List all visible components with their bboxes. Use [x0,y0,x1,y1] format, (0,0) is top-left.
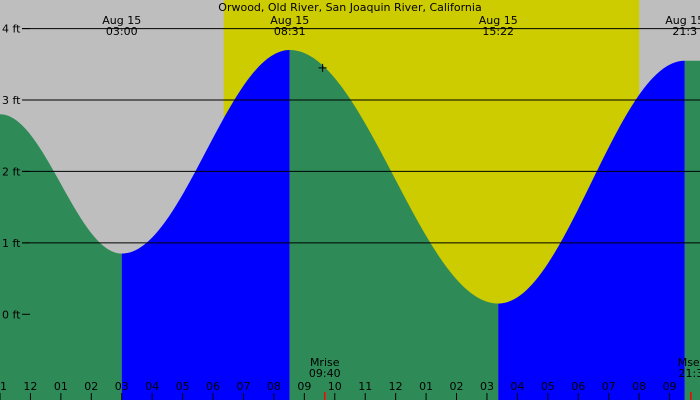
hour-tick-label: 10 [328,380,342,393]
hour-tick-label: 12 [389,380,403,393]
hour-tick-label: 07 [602,380,616,393]
hour-tick-label: 09 [663,380,677,393]
hour-tick-label: 11 [358,380,372,393]
current-time-marker [318,63,327,72]
moon-event-label: Mrise [310,356,340,369]
hour-tick-label: 01 [54,380,68,393]
hour-tick-label: 04 [510,380,524,393]
hour-tick-label: 06 [571,380,585,393]
falling-tide-area [0,114,122,400]
hour-tick-label: 09 [297,380,311,393]
hour-tick-label: 03 [480,380,494,393]
tide-event-date: Aug 15 [665,14,700,27]
hour-tick-label: 08 [632,380,646,393]
y-tick-label: 4 ft [2,23,21,36]
hour-tick-label: 02 [84,380,98,393]
y-tick-label: 0 ft [2,308,21,321]
hour-tick-label: 06 [206,380,220,393]
moon-event-label: Mset [678,356,700,369]
tide-event-time: 21:3 [672,25,697,38]
tide-event-time: 08:31 [274,25,306,38]
hour-tick-label: 01 [419,380,433,393]
hour-tick-label: 03 [115,380,129,393]
falling-tide-area [289,50,499,400]
tide-event-time: 15:22 [482,25,514,38]
rising-tide-area [121,50,290,400]
hour-tick-label: 07 [236,380,250,393]
rising-tide-area [498,60,685,400]
tide-event-date: Aug 15 [479,14,518,27]
tide-event-time: 03:00 [106,25,138,38]
y-tick-label: 3 ft [2,94,21,107]
tide-event-date: Aug 15 [102,14,141,27]
hour-tick-label: 11 [0,380,7,393]
hour-tick-label: 02 [450,380,464,393]
moon-event-time: 21:3 [679,367,700,380]
hour-tick-label: 08 [267,380,281,393]
hour-tick-label: 05 [541,380,555,393]
y-tick-label: 1 ft [2,237,21,250]
y-tick-label: 2 ft [2,165,21,178]
chart-title: Orwood, Old River, San Joaquin River, Ca… [218,1,481,14]
hour-tick-label: 05 [176,380,190,393]
falling-tide-area [684,60,700,400]
tide-event-date: Aug 15 [270,14,309,27]
moon-event-time: 09:40 [309,367,341,380]
hour-tick-label: 12 [23,380,37,393]
hour-tick-label: 04 [145,380,159,393]
